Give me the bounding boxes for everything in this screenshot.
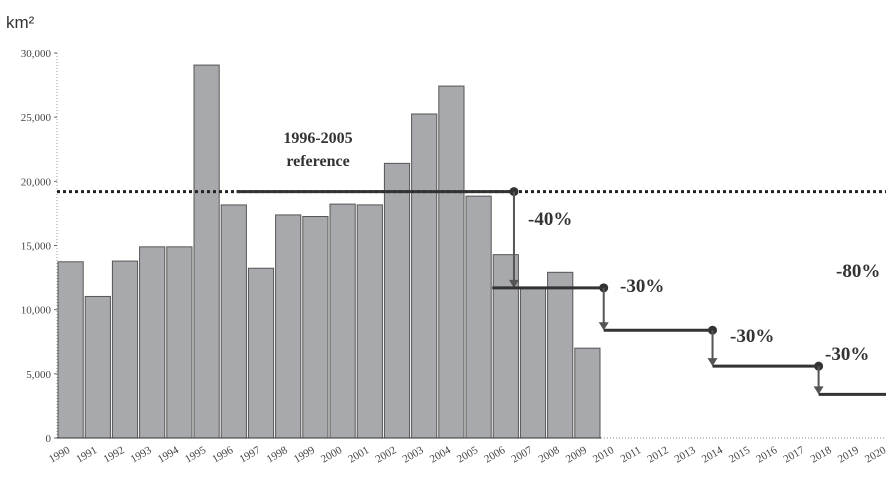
x-tick-label: 1996 xyxy=(210,444,235,466)
x-tick-label: 2019 xyxy=(836,444,861,466)
target-label: -40% xyxy=(528,209,572,230)
bar xyxy=(193,64,220,439)
x-tick-label: 1997 xyxy=(237,444,262,466)
bar xyxy=(84,295,111,439)
x-tick-label: 2014 xyxy=(700,444,725,466)
x-tick-label: 1995 xyxy=(183,444,208,466)
x-tick-label: 2003 xyxy=(401,444,426,466)
y-tick-label: 10,000 xyxy=(21,305,52,317)
bar xyxy=(356,204,383,439)
target-label: -30% xyxy=(620,276,664,297)
bar xyxy=(247,267,275,439)
y-tick-label: 25,000 xyxy=(21,112,52,124)
bar xyxy=(111,260,139,439)
x-tick-label: 2004 xyxy=(428,444,453,466)
x-tick-label: 1991 xyxy=(74,444,99,465)
bar xyxy=(329,203,356,439)
bar xyxy=(383,162,411,439)
bar xyxy=(574,347,601,439)
bar xyxy=(547,271,574,439)
x-tick-label: 1990 xyxy=(47,444,72,466)
arrow-head xyxy=(508,279,519,288)
x-tick-label: 2020 xyxy=(863,444,886,466)
bar xyxy=(438,85,465,439)
x-tick-label: 1993 xyxy=(129,444,154,466)
x-tick-label: 2016 xyxy=(754,444,779,466)
bar xyxy=(275,214,302,439)
total-reduction-label: -80% xyxy=(836,261,880,282)
x-tick-label: 1998 xyxy=(265,444,290,466)
arrow-head xyxy=(813,386,824,395)
x-tick-label: 2018 xyxy=(809,444,834,466)
bar xyxy=(139,246,166,439)
x-tick-label: 2001 xyxy=(346,444,371,465)
x-tick-label: 2002 xyxy=(373,444,398,465)
x-tick-label: 1992 xyxy=(101,444,126,465)
arrow-head xyxy=(598,322,609,331)
arrow-head xyxy=(707,358,718,367)
y-tick-label: 20,000 xyxy=(21,176,52,188)
reference-label: reference xyxy=(286,153,349,170)
x-tick-label: 2007 xyxy=(509,444,534,466)
x-tick-label: 1999 xyxy=(292,444,317,466)
target-label: -30% xyxy=(825,344,869,365)
x-tick-label: 2015 xyxy=(727,444,752,466)
bar xyxy=(302,216,329,439)
x-tick-label: 2000 xyxy=(319,444,344,466)
x-tick-label: 2009 xyxy=(564,444,589,466)
x-tick-label: 2017 xyxy=(781,444,806,466)
bar xyxy=(220,204,247,439)
x-tick-label: 2006 xyxy=(482,444,507,466)
x-tick-label: 2013 xyxy=(673,444,698,466)
x-tick-label: 2011 xyxy=(619,444,644,465)
bar xyxy=(57,261,84,439)
bar xyxy=(411,113,438,439)
x-tick-label: 2010 xyxy=(591,444,616,466)
bar xyxy=(519,287,547,439)
x-tick-label: 2008 xyxy=(537,444,562,466)
bar xyxy=(166,246,193,439)
y-tick-label: 15,000 xyxy=(21,241,52,253)
y-tick-label: 5,000 xyxy=(26,369,51,381)
x-tick-label: 1994 xyxy=(156,444,181,466)
x-tick-label: 2005 xyxy=(455,444,480,466)
y-tick-label: 0 xyxy=(46,433,52,445)
x-tick-label: 2012 xyxy=(645,444,670,465)
bar xyxy=(465,195,492,439)
y-tick-label: 30,000 xyxy=(21,48,52,60)
reference-label: 1996-2005 xyxy=(283,130,352,147)
target-label: -30% xyxy=(730,326,774,347)
y-axis-label: km² xyxy=(6,13,35,32)
